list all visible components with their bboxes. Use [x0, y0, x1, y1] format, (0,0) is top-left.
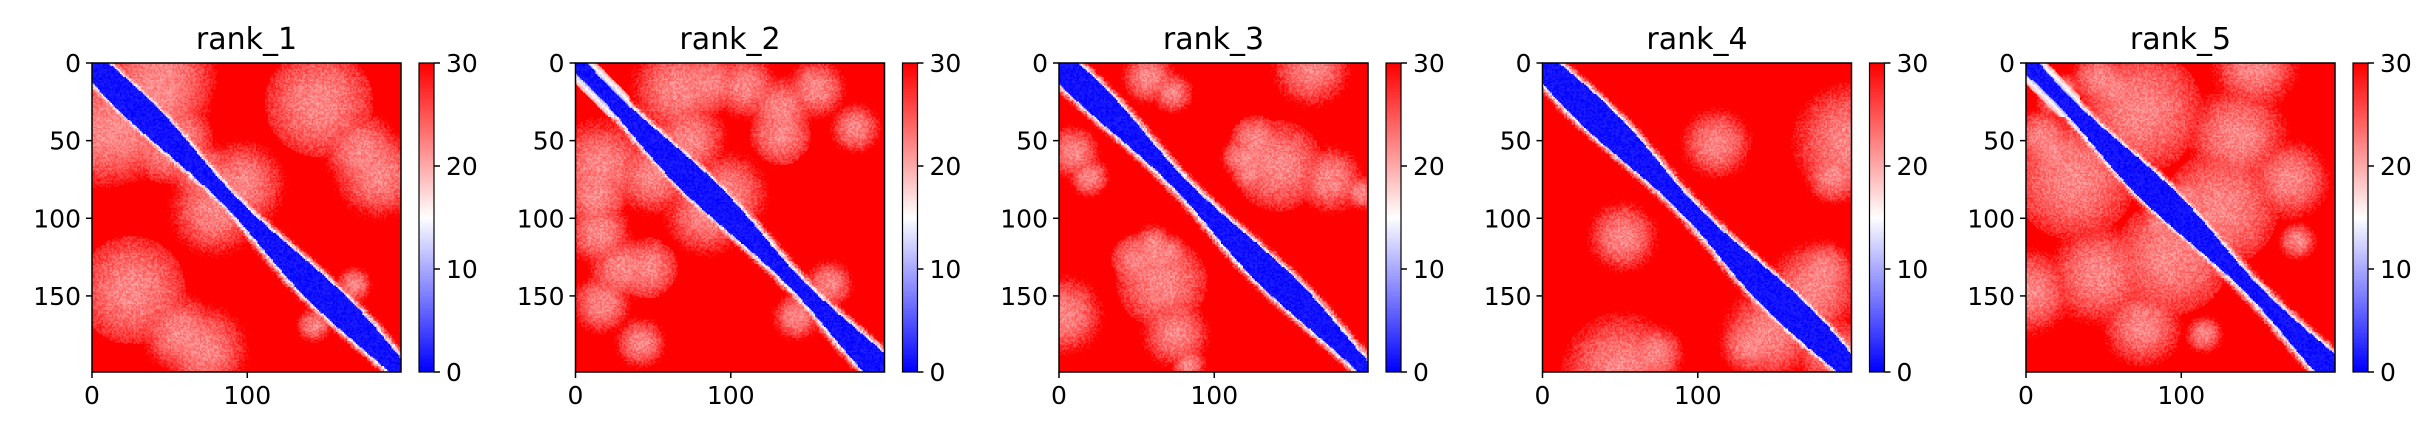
colorbar-tick-label: 10 [1413, 255, 1445, 284]
colorbar-tick-label: 0 [1897, 358, 1913, 387]
colorbar-tick-label: 20 [446, 152, 478, 181]
x-tick-label: 100 [2157, 381, 2205, 410]
colorbar-tick-label: 10 [2380, 255, 2412, 284]
heatmap-panel-2: rank_2 0 50 100 150 0 100 0 10 20 30 [517, 22, 962, 410]
y-tick-label: 50 [1983, 127, 2015, 156]
x-tick-label: 100 [707, 381, 755, 410]
heatmap-image [1059, 63, 1368, 372]
colorbar-tick-label: 10 [1897, 255, 1929, 284]
colorbar-tick-label: 0 [446, 358, 462, 387]
axes-frame [91, 62, 402, 373]
x-tick-label: 100 [1674, 381, 1722, 410]
colorbar-tick-label: 30 [446, 49, 478, 78]
y-tick-label: 150 [1967, 282, 2015, 311]
y-tick-label: 150 [1000, 282, 1048, 311]
colorbar [1386, 63, 1401, 372]
heatmap-image [1542, 63, 1852, 372]
y-tick-label: 100 [1000, 204, 1048, 233]
y-tick-label: 0 [549, 49, 565, 78]
y-tick-label: 100 [517, 204, 565, 233]
colorbar-tick-label: 0 [1413, 358, 1429, 387]
x-tick-label: 0 [2018, 381, 2034, 410]
heatmap-image [92, 63, 401, 372]
panel-title: rank_5 [2130, 22, 2231, 57]
heatmap-panel-1: rank_1 0 50 100 150 0 100 0 10 20 30 [33, 22, 478, 410]
y-tick-label: 50 [1016, 127, 1048, 156]
colorbar-frame [1385, 62, 1402, 373]
y-tick-label: 0 [1999, 49, 2015, 78]
colorbar [902, 63, 918, 372]
panel-title: rank_4 [1646, 22, 1747, 57]
colorbar [2353, 63, 2368, 372]
heatmap-image [2026, 63, 2335, 372]
y-tick-label: 0 [1516, 49, 1532, 78]
colorbar [419, 63, 434, 372]
colorbar-frame [2352, 62, 2369, 373]
colorbar-tick-label: 10 [930, 255, 962, 284]
heatmap-panel-4: rank_4 0 50 100 150 0 100 0 10 20 30 [1484, 22, 1929, 410]
y-tick-label: 150 [517, 282, 565, 311]
colorbar-tick-label: 20 [1897, 152, 1929, 181]
colorbar-tick-label: 10 [446, 255, 478, 284]
heatmap-panel-3: rank_3 0 50 100 150 0 100 0 10 20 30 [1000, 22, 1445, 410]
y-tick-label: 0 [1032, 49, 1048, 78]
y-tick-label: 0 [65, 49, 81, 78]
colorbar-tick-label: 0 [930, 358, 946, 387]
colorbar-tick-label: 20 [930, 152, 962, 181]
colorbar [1869, 63, 1885, 372]
x-tick-label: 0 [1051, 381, 1067, 410]
y-tick-label: 50 [49, 127, 81, 156]
heatmap-panel-5: rank_5 0 50 100 150 0 100 0 10 20 30 [1967, 22, 2412, 410]
colorbar-tick-label: 30 [1897, 49, 1929, 78]
y-tick-label: 50 [533, 127, 565, 156]
panel-title: rank_1 [196, 22, 297, 57]
colorbar-tick-label: 30 [930, 49, 962, 78]
colorbar-frame [418, 62, 435, 373]
colorbar-tick-label: 20 [1413, 152, 1445, 181]
colorbar-tick-label: 0 [2380, 358, 2396, 387]
y-tick-label: 50 [1500, 127, 1532, 156]
panel-title: rank_3 [1163, 22, 1264, 57]
axes-frame [1541, 62, 1853, 373]
x-tick-label: 100 [1190, 381, 1238, 410]
x-tick-label: 0 [1535, 381, 1551, 410]
y-tick-label: 150 [33, 282, 81, 311]
colorbar-frame [1868, 62, 1886, 373]
y-tick-label: 150 [1484, 282, 1532, 311]
x-tick-label: 100 [223, 381, 271, 410]
y-tick-label: 100 [1967, 204, 2015, 233]
x-tick-label: 0 [84, 381, 100, 410]
y-tick-label: 100 [33, 204, 81, 233]
colorbar-frame [901, 62, 919, 373]
axes-frame [2025, 62, 2336, 373]
x-tick-label: 0 [568, 381, 584, 410]
y-tick-label: 100 [1484, 204, 1532, 233]
colorbar-tick-label: 20 [2380, 152, 2412, 181]
axes-frame [1058, 62, 1369, 373]
heatmap-image [575, 63, 885, 372]
panel-title: rank_2 [679, 22, 780, 57]
axes-frame [574, 62, 886, 373]
colorbar-tick-label: 30 [2380, 49, 2412, 78]
colorbar-tick-label: 30 [1413, 49, 1445, 78]
